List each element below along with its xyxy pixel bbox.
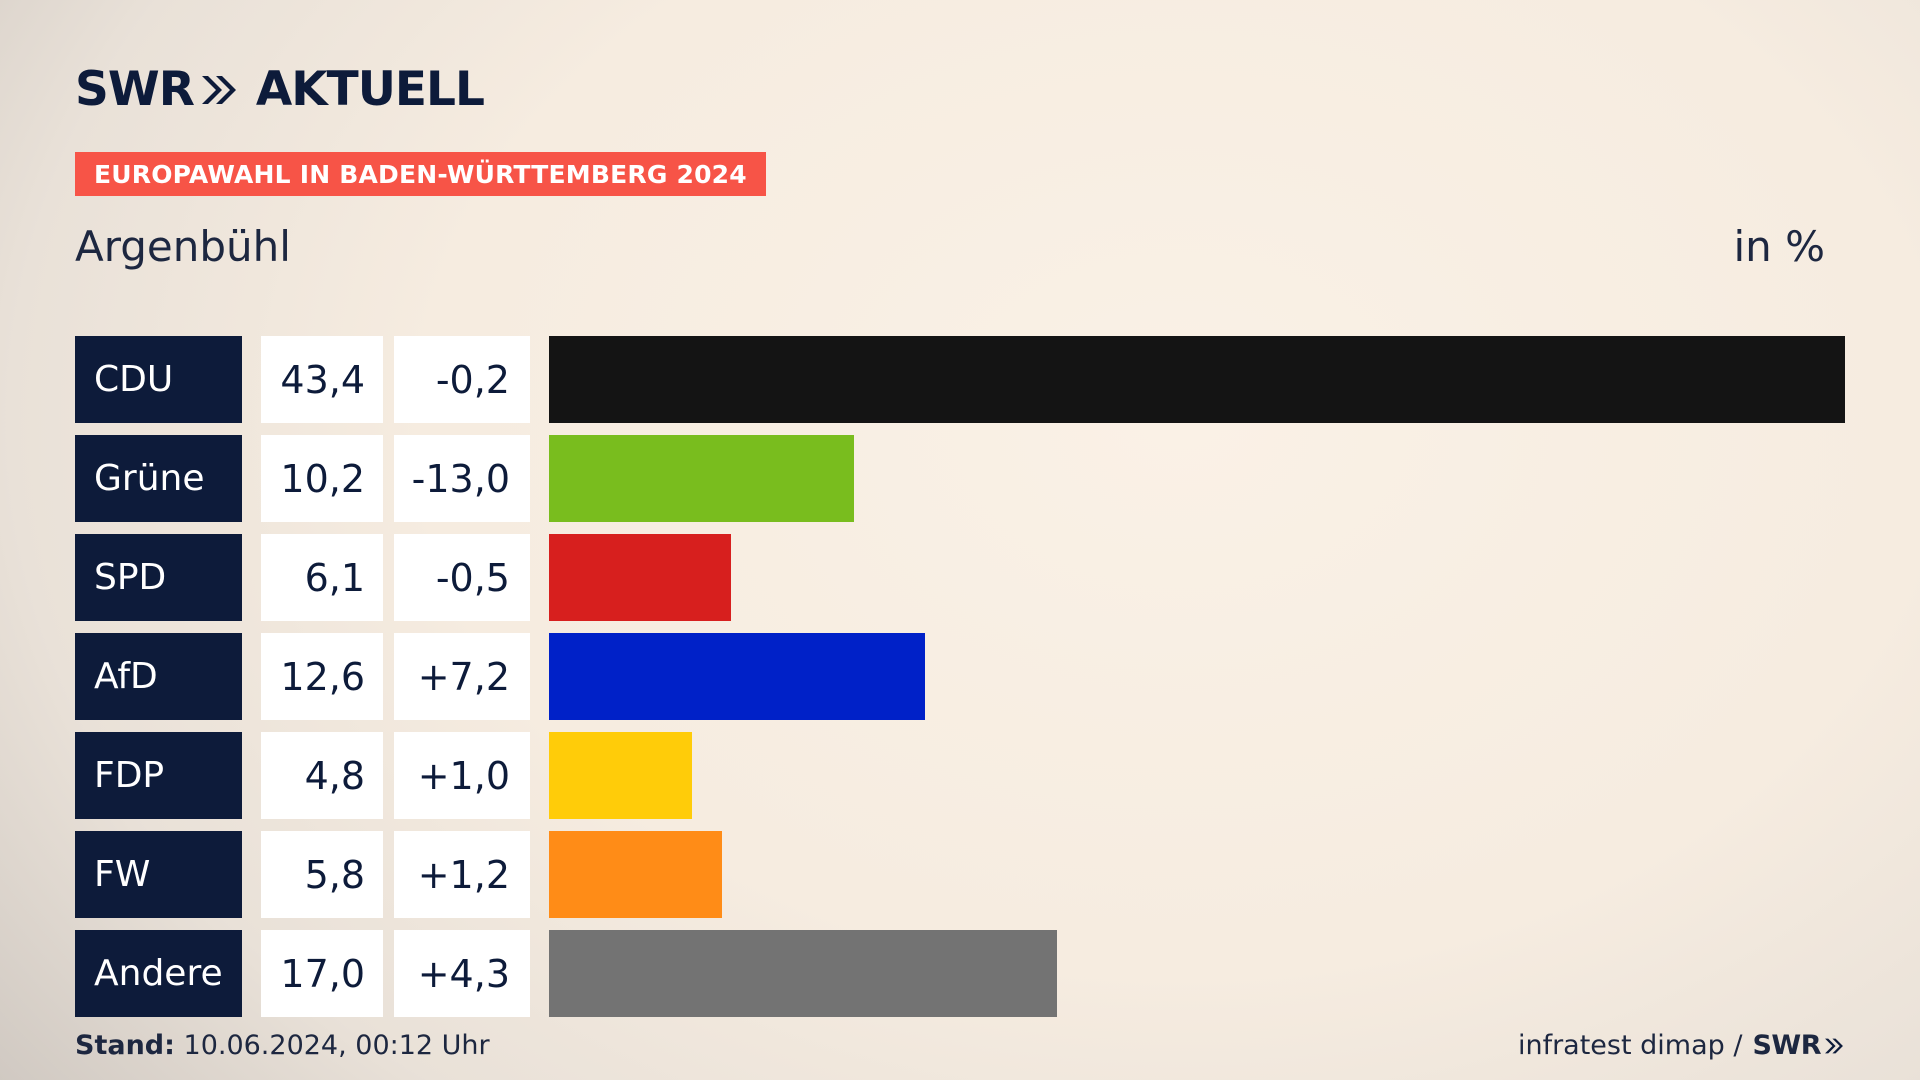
party-label: FDP bbox=[75, 732, 242, 819]
party-bar bbox=[549, 534, 731, 621]
timestamp-label: Stand: bbox=[75, 1030, 175, 1061]
party-diff: -13,0 bbox=[394, 435, 530, 522]
party-value: 43,4 bbox=[261, 336, 383, 423]
party-diff: -0,2 bbox=[394, 336, 530, 423]
timestamp-value: 10.06.2024, 00:12 Uhr bbox=[183, 1030, 490, 1061]
party-bar bbox=[549, 732, 692, 819]
party-value: 17,0 bbox=[261, 930, 383, 1017]
party-value: 4,8 bbox=[261, 732, 383, 819]
party-value: 12,6 bbox=[261, 633, 383, 720]
swr-aktuell-logo: SWR AKTUELL bbox=[75, 62, 485, 117]
party-row: SPD 6,1 -0,5 bbox=[75, 534, 1845, 621]
party-bar bbox=[549, 435, 854, 522]
logo-swr-text: SWR bbox=[75, 62, 195, 117]
logo-aktuell-text: AKTUELL bbox=[255, 62, 485, 117]
footer-swr-text: SWR bbox=[1752, 1030, 1821, 1061]
party-label: FW bbox=[75, 831, 242, 918]
party-label: Andere bbox=[75, 930, 242, 1017]
source-credit: infratest dimap / SWR bbox=[1518, 1030, 1844, 1061]
party-bar bbox=[549, 336, 1845, 423]
party-label: CDU bbox=[75, 336, 242, 423]
party-value: 6,1 bbox=[261, 534, 383, 621]
party-value: 5,8 bbox=[261, 831, 383, 918]
double-chevron-icon bbox=[201, 75, 236, 104]
party-label: SPD bbox=[75, 534, 242, 621]
timestamp: Stand: 10.06.2024, 00:12 Uhr bbox=[75, 1030, 490, 1061]
party-label: Grüne bbox=[75, 435, 242, 522]
party-diff: +7,2 bbox=[394, 633, 530, 720]
region-title: Argenbühl bbox=[75, 222, 291, 271]
unit-label: in % bbox=[1733, 222, 1825, 271]
party-row: Grüne 10,2 -13,0 bbox=[75, 435, 1845, 522]
double-chevron-icon bbox=[1825, 1038, 1843, 1053]
party-diff: +1,2 bbox=[394, 831, 530, 918]
party-row: FDP 4,8 +1,0 bbox=[75, 732, 1845, 819]
party-bar bbox=[549, 831, 722, 918]
party-row: CDU 43,4 -0,2 bbox=[75, 336, 1845, 423]
source-text: infratest dimap / bbox=[1517, 1030, 1743, 1061]
party-row: Andere 17,0 +4,3 bbox=[75, 930, 1845, 1017]
party-bar bbox=[549, 930, 1057, 1017]
party-bar bbox=[549, 633, 925, 720]
election-badge: EUROPAWAHL IN BADEN-WÜRTTEMBERG 2024 bbox=[75, 152, 766, 196]
party-diff: -0,5 bbox=[394, 534, 530, 621]
party-label: AfD bbox=[75, 633, 242, 720]
party-diff: +4,3 bbox=[394, 930, 530, 1017]
party-diff: +1,0 bbox=[394, 732, 530, 819]
party-row: FW 5,8 +1,2 bbox=[75, 831, 1845, 918]
party-row: AfD 12,6 +7,2 bbox=[75, 633, 1845, 720]
party-value: 10,2 bbox=[261, 435, 383, 522]
